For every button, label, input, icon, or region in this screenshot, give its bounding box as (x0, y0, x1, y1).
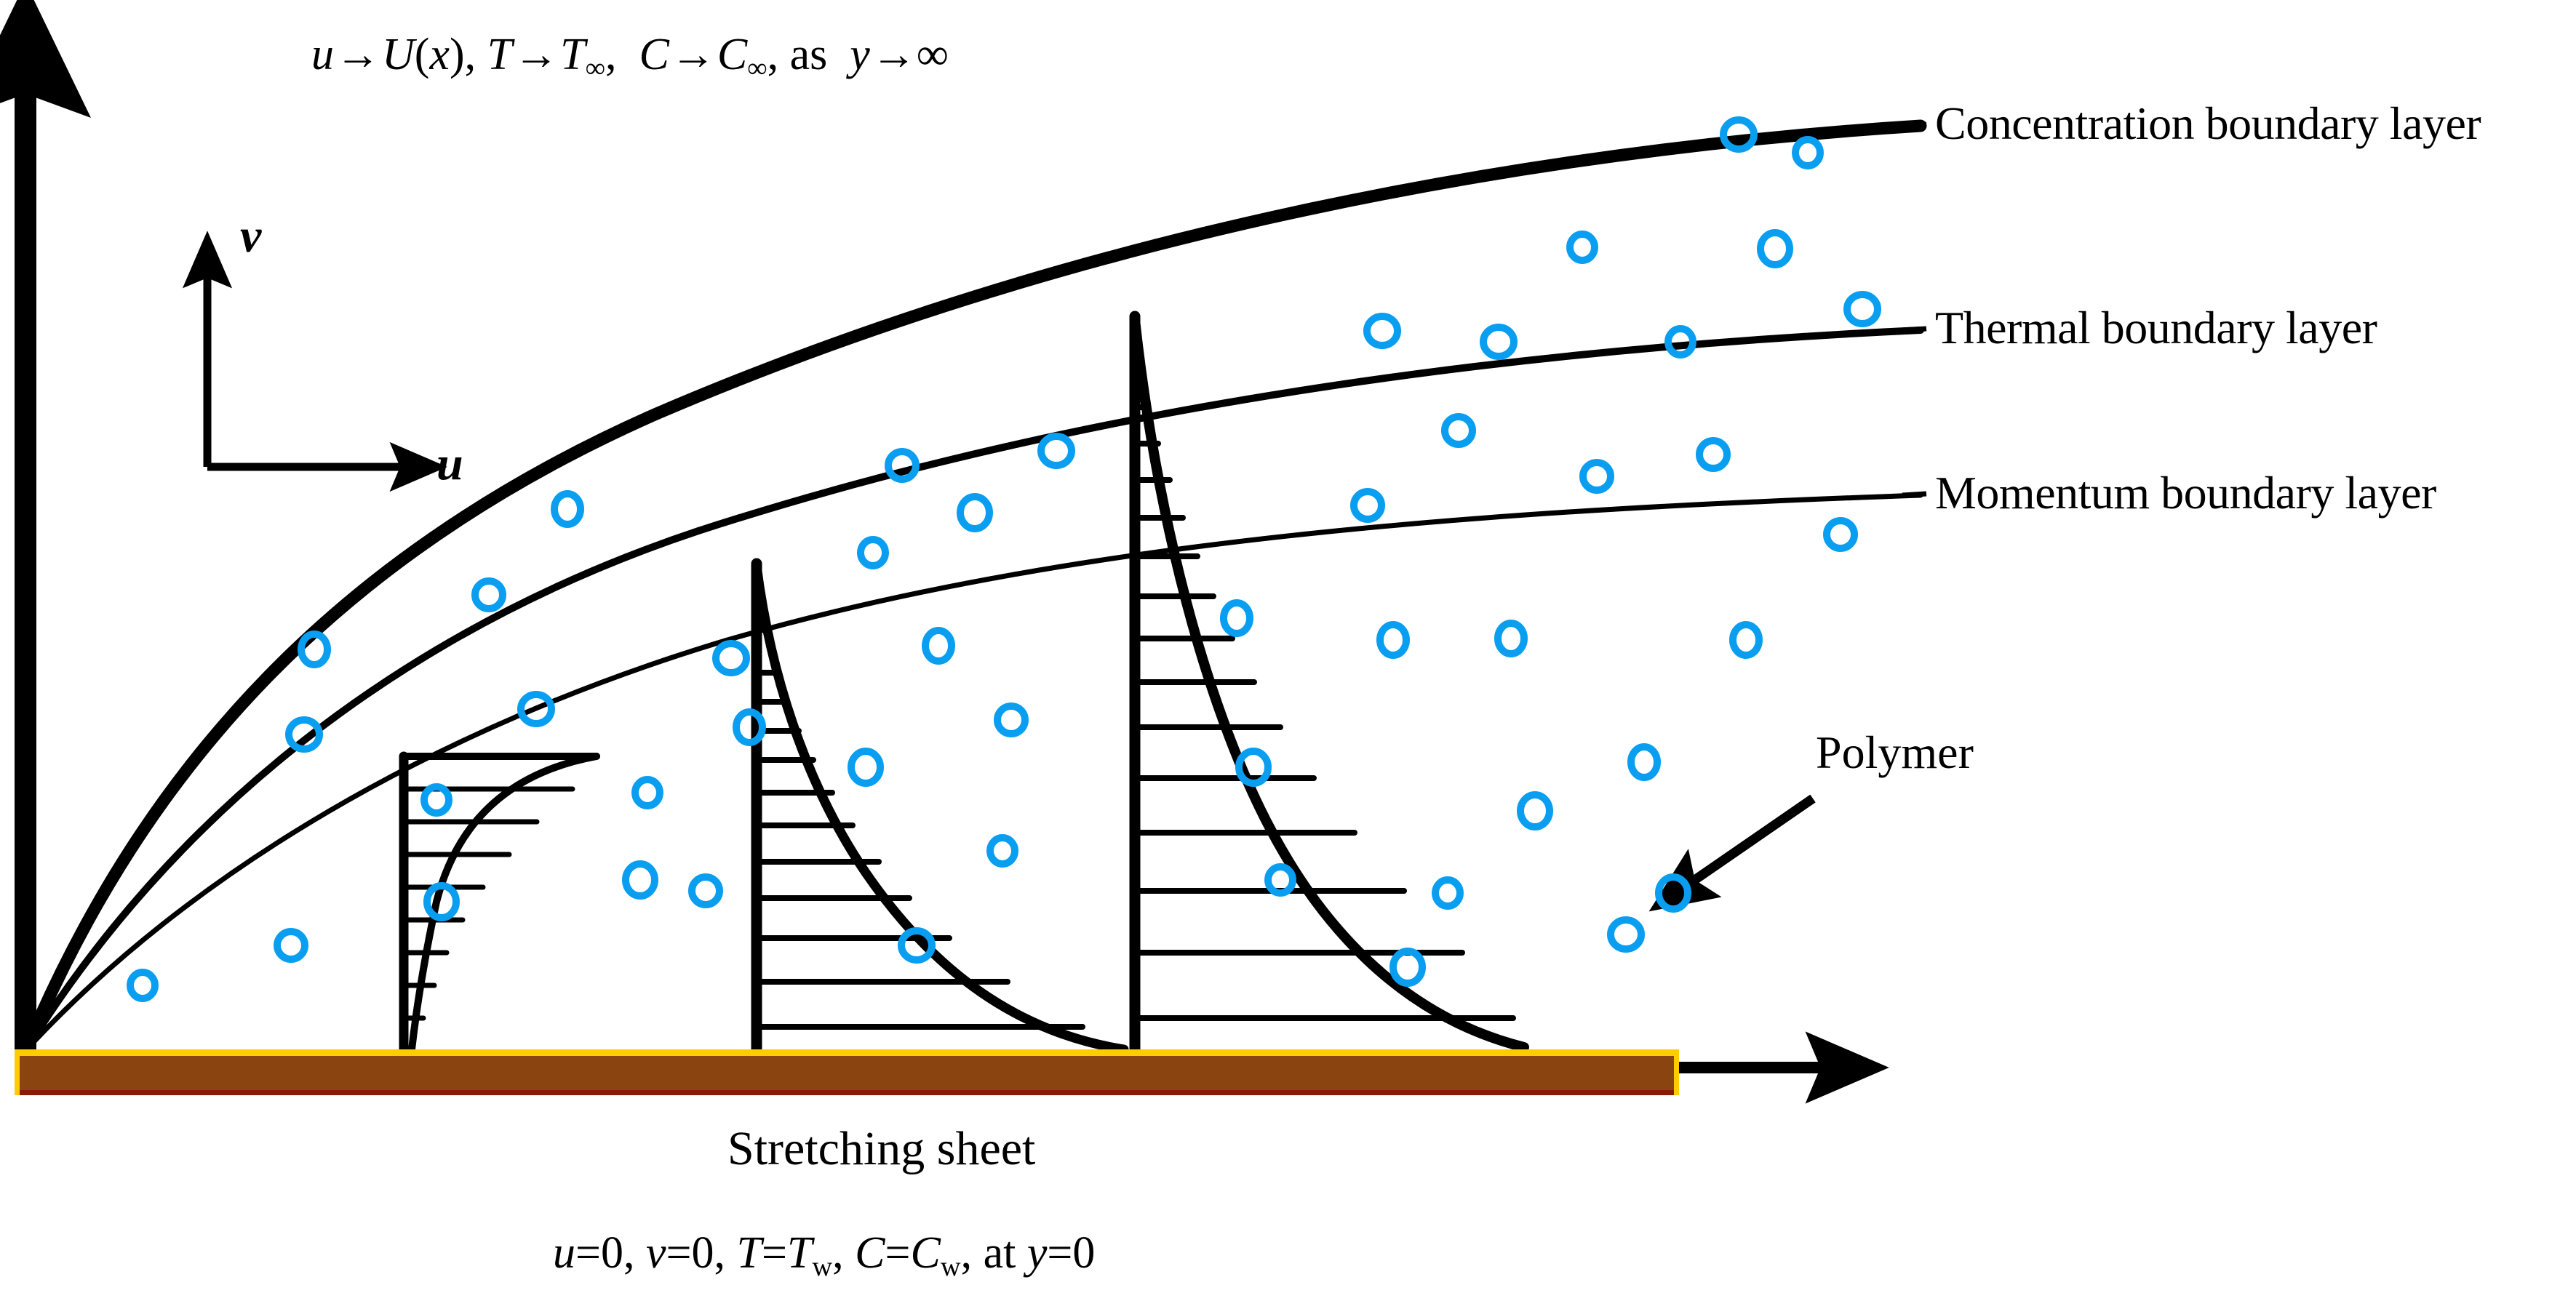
velocity-profile-1 (399, 751, 600, 1054)
momentum-boundary-layer-curve (23, 492, 1923, 1054)
thermal-boundary-layer-curve (22, 327, 1924, 1054)
polymer-particle (1432, 876, 1464, 910)
polymer-particle (631, 776, 663, 809)
polymer-particle (1494, 620, 1528, 657)
polymer-particle (1264, 863, 1296, 897)
polymer-particle (712, 640, 750, 676)
wall-condition-equation: u=0, v=0, T=Tw, C=Cw, at y=0 (553, 1228, 1096, 1282)
polymer-particle (127, 969, 159, 1002)
momentum-boundary-layer-label: Momentum boundary layer (1935, 467, 2436, 519)
polymer-particle (957, 493, 993, 532)
concentration-boundary-layer-label: Concentration boundary layer (1935, 97, 2481, 149)
polymer-particle (1350, 488, 1385, 523)
polymer-particle (994, 702, 1029, 737)
polymer-particle (857, 536, 889, 569)
polymer-particle (848, 748, 884, 787)
polymer-particle (1729, 621, 1763, 659)
polymer-particle (1566, 231, 1598, 264)
polymer-particle (1480, 324, 1518, 360)
polymer-particle (1220, 599, 1253, 637)
stretching-sheet-label: Stretching sheet (727, 1122, 1036, 1175)
polymer-particle (274, 928, 308, 963)
polymer-particle (986, 834, 1018, 868)
polymer-particle (1655, 873, 1691, 913)
polymer-particle (420, 783, 452, 817)
polymer-particle (1627, 743, 1661, 781)
far-field-equation: u→U(x), T→T∞, C→C∞, as y→∞ (311, 30, 949, 84)
velocity-profile-2 (751, 558, 1129, 1055)
polymer-particle (1363, 313, 1401, 349)
polymer-particle (1823, 517, 1858, 552)
axis-label-u: u (436, 437, 463, 490)
polymer-particle (688, 873, 723, 908)
polymer-particle (1579, 459, 1614, 494)
polymer-particle (622, 860, 658, 900)
polymer-label: Polymer (1816, 726, 1974, 778)
polymer-particle (1389, 948, 1426, 987)
polymer-particle (1441, 413, 1476, 448)
polymer-particle (1235, 748, 1272, 787)
polymer-particle (1843, 291, 1881, 327)
polymer-particle (285, 716, 323, 753)
polymer-particle (885, 448, 920, 483)
polymer-particle-group (127, 116, 1881, 1002)
polymer-particle (922, 627, 955, 665)
polymer-particle (1517, 791, 1553, 830)
polymer-particle (733, 708, 766, 746)
polymer-particle (517, 691, 555, 727)
polymer-particle (1720, 116, 1758, 153)
axis-label-v: v (240, 209, 262, 263)
polymer-particle (551, 490, 584, 528)
polymer-particle (298, 631, 331, 668)
polymer-pointer-arrow (1648, 794, 1816, 912)
mini-coordinate-axes (182, 231, 447, 492)
polymer-particle (1664, 325, 1696, 359)
polymer-particle (1037, 433, 1075, 469)
polymer-particle (1376, 621, 1410, 659)
label-leader-lines (1902, 121, 1927, 498)
polymer-particle (1792, 136, 1824, 169)
concentration-boundary-layer-curve (19, 119, 1927, 1057)
polymer-particle (423, 882, 460, 921)
polymer-particle (898, 927, 936, 964)
polymer-particle (1757, 229, 1793, 268)
polymer-particle (1696, 437, 1731, 472)
polymer-particle (1607, 916, 1645, 953)
thermal-boundary-layer-label: Thermal boundary layer (1935, 302, 2377, 353)
stretching-sheet (15, 1049, 1679, 1095)
velocity-profile-3 (1129, 311, 1529, 1055)
polymer-particle (471, 577, 506, 612)
